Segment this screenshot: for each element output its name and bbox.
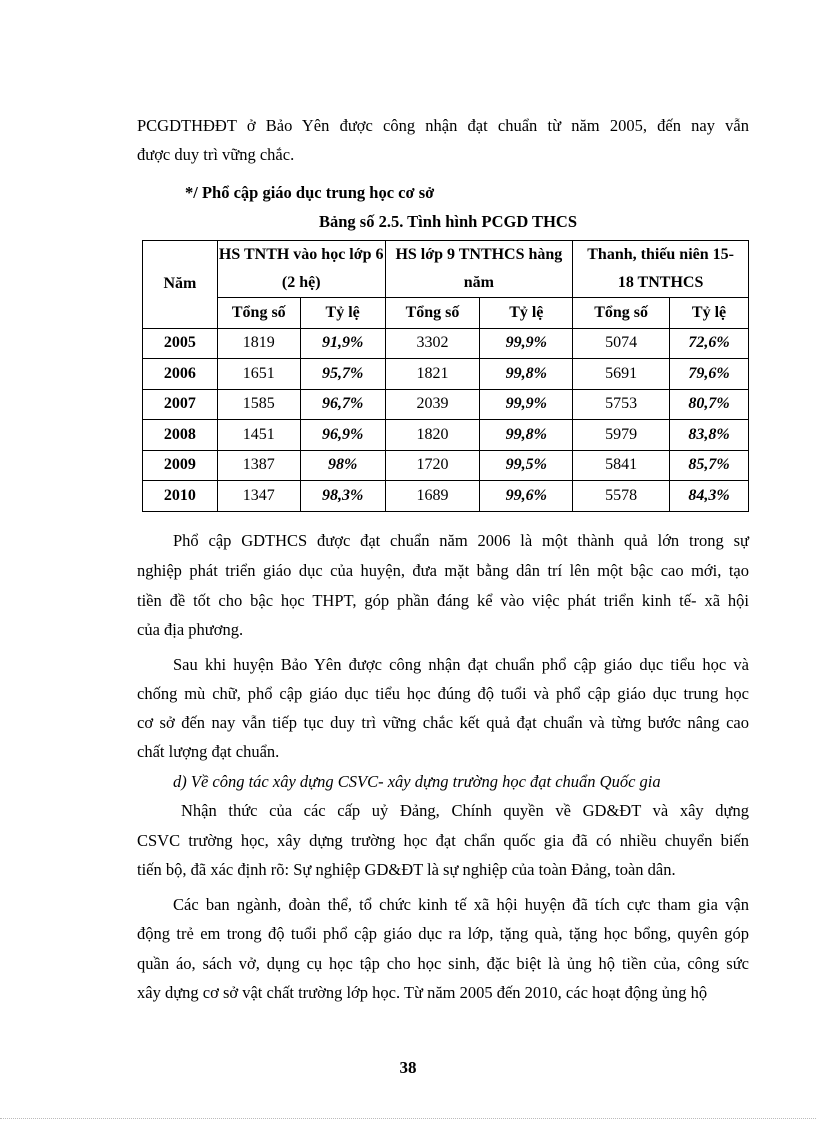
group-header: Thanh, thiếu niên 15-18 TNTHCS <box>572 240 749 298</box>
group-header: HS lớp 9 TNTHCS hàng năm <box>384 240 574 298</box>
table-caption: Bảng số 2.5. Tình hình PCGD THCS <box>319 212 577 231</box>
pcgd-thcs-table: Năm HS TNTH vào học lớp 6 (2 hệ) HS lớp … <box>142 240 749 512</box>
section-heading: */ Phổ cập giáo dục trung học cơ sở <box>185 183 435 202</box>
text-line: chất lượng đạt chuẩn. <box>137 742 280 761</box>
group-header: HS TNTH vào học lớp 6 (2 hệ) <box>216 240 386 298</box>
table-subheader-row: Tổng số Tỷ lệ Tổng số Tỷ lệ Tổng số Tỷ l… <box>143 297 749 329</box>
text-line: quần áo, sách vở, dụng cụ học tập cho họ… <box>137 954 749 973</box>
text-line: cơ sở đến nay vẫn tiếp tục duy trì vững … <box>137 713 749 732</box>
rate-cell: 98,3% <box>299 480 386 512</box>
table-row: 2010 1347 98,3% 1689 99,6% 5578 84,3% <box>142 480 749 512</box>
text-line: Sau khi huyện Bảo Yên được công nhận đạt… <box>173 655 749 674</box>
text-line: Phổ cập GDTHCS được đạt chuẩn năm 2006 l… <box>173 531 749 550</box>
year-cell: 2006 <box>142 358 218 390</box>
rate-cell: 85,7% <box>669 449 749 481</box>
year-cell: 2007 <box>142 388 218 420</box>
total-cell: 5691 <box>572 358 671 390</box>
table-row: 2005 1819 91,9% 3302 99,9% 5074 72,6% <box>142 327 749 359</box>
total-cell: 3302 <box>384 327 481 359</box>
year-header: Năm <box>142 240 218 329</box>
rate-cell: 98% <box>299 449 386 481</box>
rate-cell: 96,7% <box>299 388 386 420</box>
total-cell: 1585 <box>216 388 301 420</box>
text-line: CSVC trường học, xây dựng trường học đạt… <box>137 831 749 850</box>
total-cell: 5578 <box>572 480 671 512</box>
total-cell: 1720 <box>384 449 481 481</box>
rate-cell: 72,6% <box>669 327 749 359</box>
sub-header: Tỷ lệ <box>479 297 574 329</box>
text-line: tiền đề tốt cho bậc học THPT, góp phần đ… <box>137 591 749 610</box>
rate-cell: 95,7% <box>299 358 386 390</box>
rate-cell: 84,3% <box>669 480 749 512</box>
total-cell: 1820 <box>384 419 481 451</box>
text-line: PCGDTHĐĐT ở Bảo Yên được công nhận đạt c… <box>137 116 749 135</box>
rate-cell: 96,9% <box>299 419 386 451</box>
subsection-heading: d) Về công tác xây dựng CSVC- xây dựng t… <box>173 772 661 791</box>
year-cell: 2010 <box>142 480 218 512</box>
rate-cell: 99,9% <box>479 327 574 359</box>
total-cell: 5074 <box>572 327 671 359</box>
rate-cell: 99,6% <box>479 480 574 512</box>
rate-cell: 80,7% <box>669 388 749 420</box>
text-line: Các ban ngành, đoàn thể, tổ chức kinh tế… <box>173 895 749 914</box>
rate-cell: 99,8% <box>479 419 574 451</box>
table-row: 2009 1387 98% 1720 99,5% 5841 85,7% <box>142 449 749 481</box>
sub-header: Tổng số <box>572 297 671 329</box>
text-line: tiến bộ, đã xác định rõ: Sự nghiệp GD&ĐT… <box>137 860 676 879</box>
text-line: động trẻ em trong độ tuổi phổ cập giáo d… <box>137 924 749 943</box>
total-cell: 1689 <box>384 480 481 512</box>
table-header-row: Năm HS TNTH vào học lớp 6 (2 hệ) HS lớp … <box>142 240 749 329</box>
text-line: nghiệp phát triển giáo dục của huyện, đư… <box>137 561 749 580</box>
sub-header: Tổng số <box>216 297 301 329</box>
rate-cell: 91,9% <box>299 327 386 359</box>
text-line: xây dựng cơ sở vật chất trường lớp học. … <box>137 983 708 1002</box>
total-cell: 5841 <box>572 449 671 481</box>
rate-cell: 99,9% <box>479 388 574 420</box>
page-border <box>0 1118 816 1119</box>
total-cell: 1819 <box>216 327 301 359</box>
year-cell: 2008 <box>142 419 218 451</box>
text-line: chống mù chữ, phổ cập giáo dục tiểu học … <box>137 684 749 703</box>
text-line: Nhận thức của các cấp uỷ Đảng, Chính quy… <box>181 801 749 820</box>
year-cell: 2009 <box>142 449 218 481</box>
total-cell: 1821 <box>384 358 481 390</box>
total-cell: 5979 <box>572 419 671 451</box>
sub-header: Tổng số <box>384 297 481 329</box>
table-row: 2007 1585 96,7% 2039 99,9% 5753 80,7% <box>142 388 749 420</box>
rate-cell: 99,8% <box>479 358 574 390</box>
table-row: 2006 1651 95,7% 1821 99,8% 5691 79,6% <box>142 358 749 390</box>
rate-cell: 99,5% <box>479 449 574 481</box>
sub-header: Tỷ lệ <box>669 297 749 329</box>
page-number: 38 <box>399 1058 417 1077</box>
total-cell: 2039 <box>384 388 481 420</box>
total-cell: 1387 <box>216 449 301 481</box>
year-cell: 2005 <box>142 327 218 359</box>
sub-header: Tỷ lệ <box>299 297 386 329</box>
total-cell: 1451 <box>216 419 301 451</box>
table-row: 2008 1451 96,9% 1820 99,8% 5979 83,8% <box>142 419 749 451</box>
total-cell: 5753 <box>572 388 671 420</box>
total-cell: 1651 <box>216 358 301 390</box>
text-line: được duy trì vững chắc. <box>137 145 295 164</box>
total-cell: 1347 <box>216 480 301 512</box>
rate-cell: 83,8% <box>669 419 749 451</box>
text-line: của địa phương. <box>137 620 244 639</box>
rate-cell: 79,6% <box>669 358 749 390</box>
